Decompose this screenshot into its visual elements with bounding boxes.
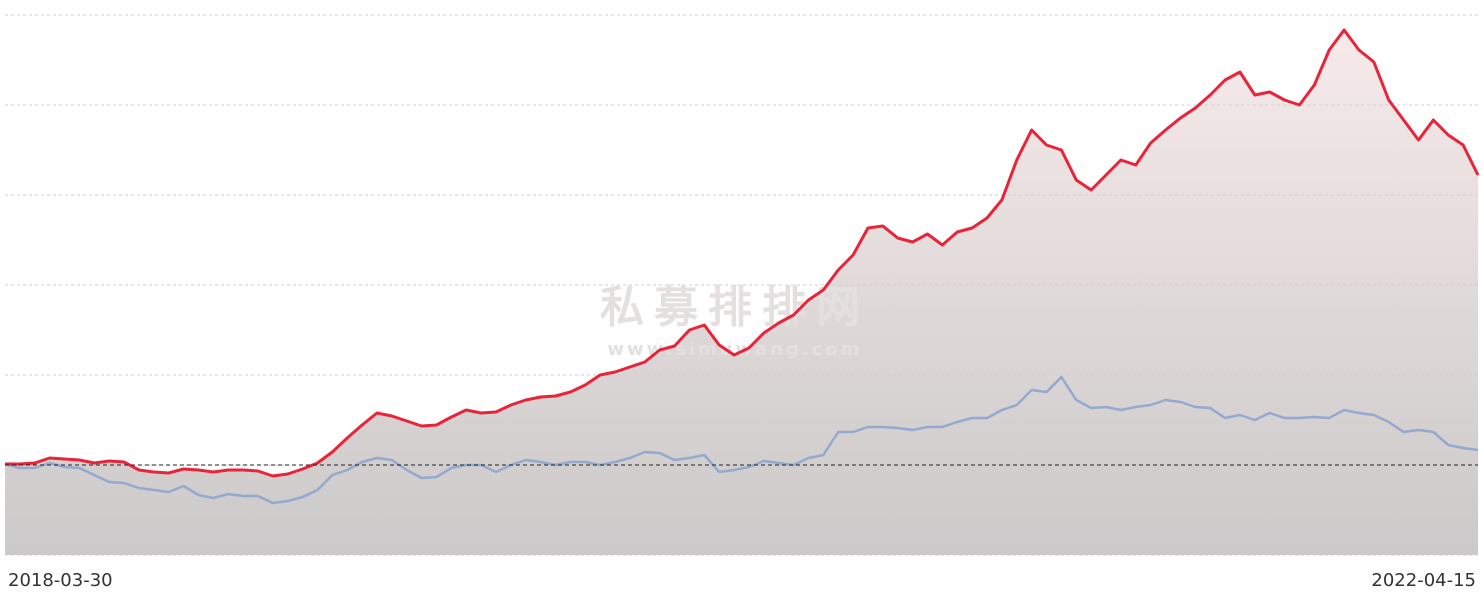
watermark: www.simuwang.com xyxy=(607,339,862,360)
line xyxy=(4,375,1479,505)
line xyxy=(5,28,1480,478)
x-tick-label: 2018-03-30 xyxy=(8,570,113,591)
watermark: 私募排排网 xyxy=(600,282,870,333)
area xyxy=(5,30,1478,555)
x-tick-label: 2022-04-15 xyxy=(1371,570,1476,591)
